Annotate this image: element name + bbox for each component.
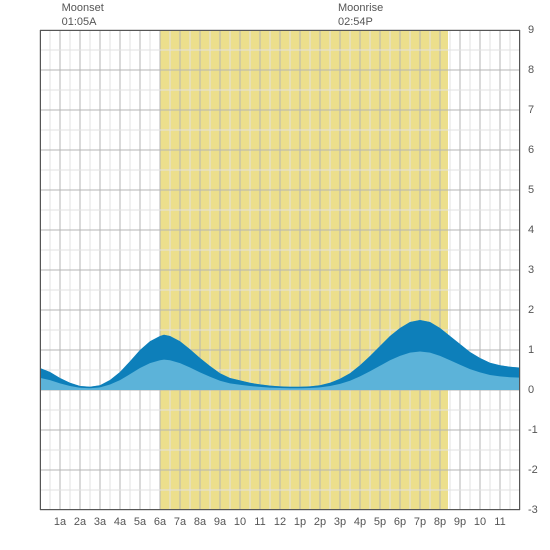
x-tick: 12 bbox=[274, 516, 286, 528]
x-tick: 6a bbox=[154, 516, 166, 528]
x-tick: 5p bbox=[374, 516, 386, 528]
y-tick: -3 bbox=[528, 504, 538, 516]
x-tick: 6p bbox=[394, 516, 406, 528]
y-tick: 6 bbox=[528, 144, 534, 156]
x-tick: 1a bbox=[54, 516, 66, 528]
tide-chart: Moonset 01:05A Moonrise 02:54P 1a 2a 3a 4a 5… bbox=[0, 0, 550, 550]
moonset-label: Moonset 01:05A bbox=[62, 2, 104, 30]
x-tick: 11 bbox=[494, 516, 505, 528]
y-tick: 3 bbox=[528, 264, 534, 276]
x-tick: 2p bbox=[314, 516, 326, 528]
x-tick: 11 bbox=[254, 516, 265, 528]
x-tick: 2a bbox=[74, 516, 86, 528]
x-tick: 10 bbox=[234, 516, 246, 528]
x-tick: 5a bbox=[134, 516, 146, 528]
x-tick: 8a bbox=[194, 516, 206, 528]
y-tick: 4 bbox=[528, 224, 534, 236]
x-tick: 3p bbox=[334, 516, 346, 528]
plot-area bbox=[40, 30, 520, 510]
x-tick: 1p bbox=[294, 516, 306, 528]
x-tick: 9p bbox=[454, 516, 466, 528]
y-tick: 2 bbox=[528, 304, 534, 316]
y-tick: 7 bbox=[528, 104, 534, 116]
y-tick: -1 bbox=[528, 424, 538, 436]
x-tick: 8p bbox=[434, 516, 446, 528]
x-tick: 9a bbox=[214, 516, 226, 528]
y-tick: 1 bbox=[528, 344, 534, 356]
x-tick: 4p bbox=[354, 516, 366, 528]
x-tick: 4a bbox=[114, 516, 126, 528]
x-tick: 10 bbox=[474, 516, 486, 528]
x-tick: 7p bbox=[414, 516, 426, 528]
moonrise-label: Moonrise 02:54P bbox=[338, 2, 383, 30]
x-tick: 3a bbox=[94, 516, 106, 528]
x-tick: 7a bbox=[174, 516, 186, 528]
y-tick: 5 bbox=[528, 184, 534, 196]
y-tick: -2 bbox=[528, 464, 538, 476]
y-tick: 9 bbox=[528, 24, 534, 36]
y-tick: 0 bbox=[528, 384, 534, 396]
y-tick: 8 bbox=[528, 64, 534, 76]
